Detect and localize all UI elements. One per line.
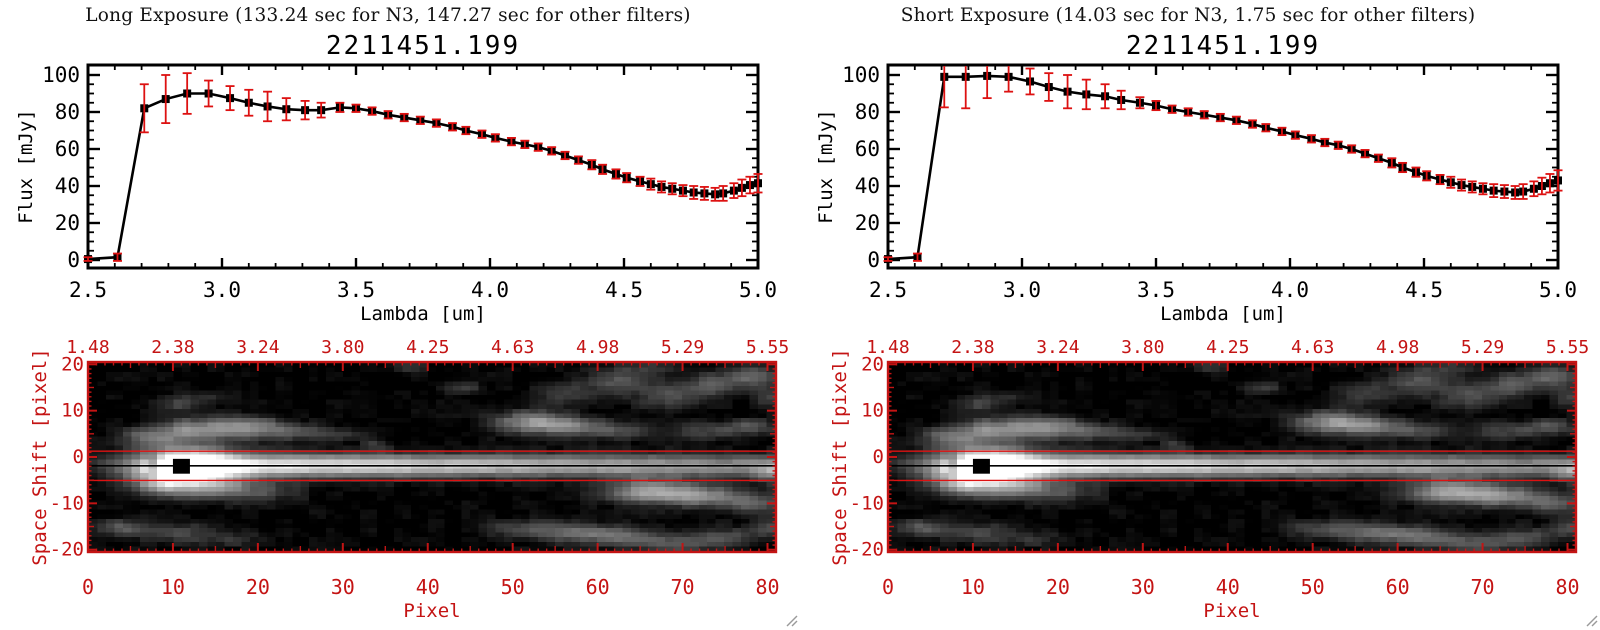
svg-text:0: 0 [73, 446, 84, 468]
panel-title: Long Exposure (133.24 sec for N3, 147.27… [85, 5, 691, 26]
svg-text:2.38: 2.38 [951, 337, 994, 358]
svg-text:3.24: 3.24 [236, 337, 279, 358]
svg-text:80: 80 [1555, 575, 1579, 599]
svg-text:20: 20 [246, 575, 270, 599]
svg-text:60: 60 [55, 137, 80, 161]
svg-text:Pixel: Pixel [403, 600, 460, 622]
svg-text:1.48: 1.48 [866, 337, 909, 358]
svg-text:30: 30 [1131, 575, 1155, 599]
resize-grip-icon[interactable] [783, 612, 799, 628]
svg-text:4.5: 4.5 [1405, 278, 1443, 302]
svg-text:80: 80 [755, 575, 779, 599]
spectral-image [889, 363, 1575, 551]
svg-text:5.0: 5.0 [739, 278, 777, 302]
svg-text:Lambda [um]: Lambda [um] [360, 303, 486, 325]
svg-text:5.55: 5.55 [746, 337, 789, 358]
spectral-image [89, 363, 775, 551]
svg-text:80: 80 [55, 100, 80, 124]
svg-text:40: 40 [416, 575, 440, 599]
svg-text:100: 100 [842, 63, 880, 87]
svg-text:3.80: 3.80 [321, 337, 364, 358]
svg-text:2.38: 2.38 [151, 337, 194, 358]
svg-text:0: 0 [67, 248, 80, 272]
svg-text:Flux [mJy]: Flux [mJy] [15, 109, 37, 223]
svg-text:3.5: 3.5 [1137, 278, 1175, 302]
svg-text:2.5: 2.5 [869, 278, 907, 302]
svg-text:20: 20 [861, 353, 884, 375]
resize-grip-icon[interactable] [1583, 612, 1599, 628]
svg-text:50: 50 [501, 575, 525, 599]
svg-text:5.29: 5.29 [1461, 337, 1504, 358]
svg-text:Pixel: Pixel [1203, 600, 1260, 622]
svg-text:5.29: 5.29 [661, 337, 704, 358]
svg-text:20: 20 [1046, 575, 1070, 599]
svg-text:20: 20 [55, 211, 80, 235]
svg-text:3.24: 3.24 [1036, 337, 1079, 358]
svg-text:50: 50 [1301, 575, 1325, 599]
svg-text:10: 10 [161, 575, 185, 599]
svg-text:3.80: 3.80 [1121, 337, 1164, 358]
object-id: 2211451.199 [325, 31, 521, 61]
svg-text:-20: -20 [50, 539, 84, 561]
svg-text:Flux [mJy]: Flux [mJy] [815, 109, 837, 223]
svg-text:4.98: 4.98 [1376, 337, 1419, 358]
panel-short-exposure: Short Exposure (14.03 sec for N3, 1.75 s… [800, 0, 1600, 630]
svg-text:0: 0 [82, 575, 94, 599]
svg-text:60: 60 [1386, 575, 1410, 599]
svg-text:3.5: 3.5 [337, 278, 375, 302]
svg-text:5.0: 5.0 [1539, 278, 1577, 302]
svg-text:20: 20 [855, 211, 880, 235]
object-id: 2211451.199 [1125, 31, 1321, 61]
svg-text:Space Shift [pixel]: Space Shift [pixel] [829, 348, 851, 565]
svg-text:4.98: 4.98 [576, 337, 619, 358]
panel-long-exposure: Long Exposure (133.24 sec for N3, 147.27… [15, 5, 799, 628]
svg-text:60: 60 [855, 137, 880, 161]
svg-text:-20: -20 [850, 539, 884, 561]
svg-text:70: 70 [671, 575, 695, 599]
svg-text:4.0: 4.0 [471, 278, 509, 302]
svg-text:40: 40 [1216, 575, 1240, 599]
svg-text:70: 70 [1471, 575, 1495, 599]
svg-text:4.0: 4.0 [1271, 278, 1309, 302]
svg-text:0: 0 [882, 575, 894, 599]
svg-text:0: 0 [873, 446, 884, 468]
svg-text:40: 40 [855, 174, 880, 198]
svg-text:10: 10 [961, 575, 985, 599]
svg-text:60: 60 [586, 575, 610, 599]
svg-text:40: 40 [55, 174, 80, 198]
svg-text:4.5: 4.5 [605, 278, 643, 302]
svg-text:4.63: 4.63 [1291, 337, 1334, 358]
panel-title: Short Exposure (14.03 sec for N3, 1.75 s… [900, 5, 1476, 26]
svg-text:2.5: 2.5 [69, 278, 107, 302]
svg-text:0: 0 [867, 248, 880, 272]
svg-text:30: 30 [331, 575, 355, 599]
svg-text:80: 80 [855, 100, 880, 124]
svg-text:4.25: 4.25 [406, 337, 449, 358]
svg-text:3.0: 3.0 [1003, 278, 1041, 302]
svg-text:4.63: 4.63 [491, 337, 534, 358]
svg-text:100: 100 [42, 63, 80, 87]
svg-text:1.48: 1.48 [66, 337, 109, 358]
svg-text:3.0: 3.0 [203, 278, 241, 302]
svg-text:Space Shift [pixel]: Space Shift [pixel] [29, 348, 51, 565]
svg-text:Lambda [um]: Lambda [um] [1160, 303, 1286, 325]
svg-text:20: 20 [61, 353, 84, 375]
svg-text:10: 10 [861, 400, 884, 422]
svg-text:10: 10 [61, 400, 84, 422]
svg-text:-10: -10 [850, 492, 884, 514]
svg-text:-10: -10 [50, 492, 84, 514]
svg-text:5.55: 5.55 [1546, 337, 1589, 358]
svg-text:4.25: 4.25 [1206, 337, 1249, 358]
